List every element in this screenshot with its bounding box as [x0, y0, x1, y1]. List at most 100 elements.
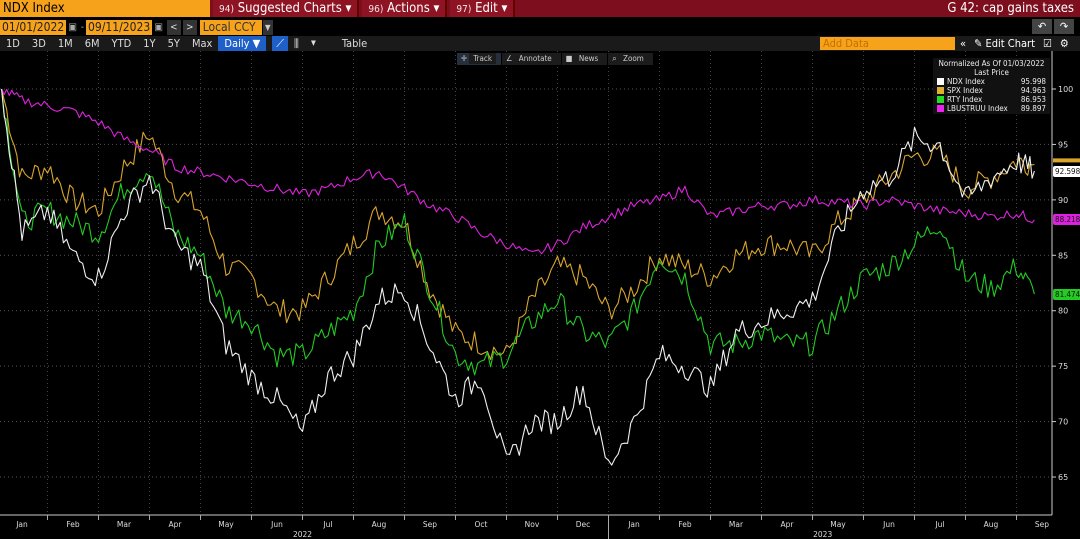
edit-menu[interactable]: 97) Edit ▾	[450, 0, 516, 17]
bar-chart-icon[interactable]: ⫼	[293, 37, 299, 50]
legend-name: LBUSTRUU Index	[947, 104, 1008, 113]
x-tick-label: Jun	[882, 520, 895, 529]
end-date-input[interactable]: 09/11/2023	[85, 19, 153, 35]
y-tick-label: 65	[1058, 473, 1068, 482]
y-tick-label: 80	[1058, 307, 1068, 316]
undo-icon[interactable]: ↶	[1032, 19, 1052, 34]
table-button[interactable]: Table	[341, 37, 368, 50]
legend-item[interactable]: NDX Index 95.998	[937, 77, 1046, 86]
x-tick-label: May	[218, 520, 234, 529]
currency-select[interactable]: Local CCY	[199, 19, 262, 35]
last-value-tag	[1053, 158, 1080, 163]
page-title: G 42: cap gains taxes	[947, 1, 1074, 16]
menu-label: Actions	[387, 1, 430, 16]
x-tick-label: Aug	[984, 520, 999, 529]
series-line-rty-index	[1, 88, 1035, 376]
menu-number: 97)	[456, 4, 472, 15]
menu-number: 96)	[368, 4, 384, 15]
x-tick-label: Dec	[576, 520, 591, 529]
period-5y[interactable]: 5Y	[167, 37, 180, 50]
series-line-lbustruu-index	[1, 88, 1035, 255]
menu-label: Edit	[475, 1, 498, 16]
date-separator: -	[80, 21, 84, 33]
tool-label: News	[574, 53, 603, 64]
date-range-bar: 01/01/2022 ▣ - 09/11/2023 ▣ < > Local CCY ▼ ↶…	[0, 19, 1080, 35]
tool-label: Zoom	[619, 53, 648, 64]
add-data-input[interactable]: Add Data	[820, 37, 955, 50]
y-tick-label: 100	[1058, 85, 1073, 94]
calendar-icon[interactable]: ▣	[68, 21, 77, 33]
x-tick-label: Jun	[270, 520, 283, 529]
last-value-tag: 88.218	[1053, 214, 1080, 226]
legend-name: RTY Index	[947, 95, 983, 104]
checklist-icon[interactable]: ☑	[1043, 37, 1052, 50]
start-date-input[interactable]: 01/01/2022	[0, 19, 67, 35]
suggested-charts-menu[interactable]: 94) Suggested Charts ▾	[213, 0, 360, 17]
x-tick-label: Feb	[678, 520, 692, 529]
color-swatch	[937, 78, 944, 85]
last-value-tag: 81.474	[1053, 288, 1080, 300]
y-tick-label: 95	[1058, 140, 1068, 149]
track-tool[interactable]: ✛ Track	[457, 53, 502, 65]
x-tick-label: Jul	[322, 520, 332, 529]
x-tick-label: Apr	[169, 520, 183, 529]
series-line-spx-index	[1, 88, 1035, 361]
redo-icon[interactable]: ↷	[1054, 19, 1074, 34]
news-tool[interactable]: ■ News	[561, 53, 608, 65]
x-tick-label: Nov	[525, 520, 540, 529]
legend-value: 89.897	[1020, 104, 1046, 113]
tool-label: Track	[469, 53, 497, 64]
zoom-tool[interactable]: ⌕ Zoom	[608, 53, 653, 65]
chevron-down-icon[interactable]: ▼	[310, 39, 316, 47]
x-tick-label: Oct	[475, 520, 488, 529]
legend-value: 95.998	[1020, 77, 1046, 86]
legend-item[interactable]: LBUSTRUU Index 89.897	[937, 104, 1046, 113]
x-tick-label: Sep	[423, 520, 437, 529]
chart-toolbar: 1D 3D 1M 6M YTD 1Y 5Y Max Daily ▼ ⟋ ⫼ ▼ …	[0, 36, 1080, 51]
x-tick-label: Jan	[627, 520, 640, 529]
tool-label: Annotate	[514, 53, 556, 64]
y-tick-label: 70	[1058, 418, 1068, 427]
prev-period-button[interactable]: <	[166, 19, 181, 35]
y-tick-label: 85	[1058, 251, 1068, 260]
security-input[interactable]: NDX Index	[0, 0, 210, 17]
calendar-icon[interactable]: ▣	[154, 21, 163, 33]
menu-number: 94)	[219, 4, 234, 15]
next-period-button[interactable]: >	[182, 19, 197, 35]
period-ytd[interactable]: YTD	[111, 37, 132, 50]
x-tick-label: May	[830, 520, 846, 529]
period-max[interactable]: Max	[191, 37, 213, 50]
gear-icon[interactable]: ⚙	[1059, 37, 1069, 50]
collapse-icon[interactable]: «	[960, 37, 967, 50]
period-1m[interactable]: 1M	[57, 37, 73, 50]
actions-menu[interactable]: 96) Actions ▾	[362, 0, 448, 17]
x-tick-label: Mar	[729, 520, 744, 529]
top-bar: NDX Index 94) Suggested Charts ▾ 96) Act…	[0, 0, 1080, 17]
period-1d[interactable]: 1D	[6, 37, 20, 50]
year-label: 2023	[813, 530, 832, 539]
chevron-down-icon[interactable]: ▼	[262, 19, 273, 35]
chart-tools: ✛ Track ∠ Annotate ■ News ⌕ Zoom	[457, 53, 654, 65]
period-3d[interactable]: 3D	[31, 37, 46, 50]
legend-name: SPX Index	[947, 86, 983, 95]
x-tick-label: Jan	[15, 520, 28, 529]
legend-item[interactable]: SPX Index 94.963	[937, 86, 1046, 95]
period-1y[interactable]: 1Y	[143, 37, 156, 50]
frequency-select[interactable]: Daily ▼	[218, 36, 267, 51]
last-value-tag: 92.598	[1053, 165, 1080, 177]
menu-label: Suggested Charts	[237, 1, 342, 16]
legend-item[interactable]: RTY Index 86.953	[937, 95, 1046, 104]
year-label: 2022	[293, 530, 312, 539]
x-tick-label: Aug	[372, 520, 387, 529]
series-line-ndx-index	[1, 88, 1035, 466]
period-6m[interactable]: 6M	[84, 37, 100, 50]
color-swatch	[937, 96, 944, 103]
edit-chart-button[interactable]: ✎ Edit Chart	[974, 37, 1036, 50]
edit-chart-label: Edit Chart	[985, 37, 1036, 50]
x-tick-label: Mar	[117, 520, 132, 529]
line-chart-icon[interactable]: ⟋	[272, 36, 288, 51]
annotate-tool[interactable]: ∠ Annotate	[502, 53, 561, 65]
legend-subtitle: Last Price	[974, 68, 1009, 77]
y-tick-label: 90	[1058, 196, 1068, 205]
